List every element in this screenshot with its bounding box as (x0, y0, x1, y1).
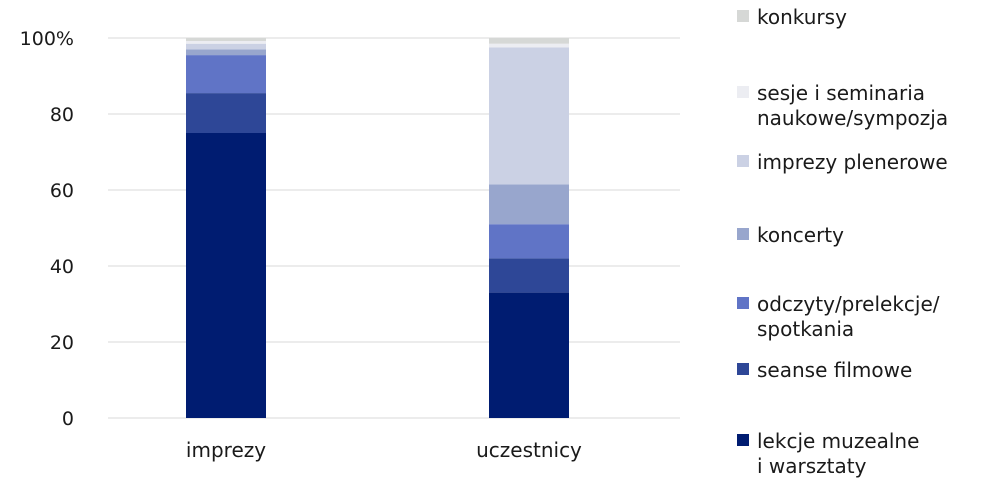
x-axis-categories: imprezy uczestnicy (186, 438, 582, 462)
bar-segment (489, 184, 569, 225)
legend-swatch (737, 434, 749, 446)
y-tick-label: 0 (62, 408, 74, 430)
y-tick-label: 40 (50, 256, 74, 278)
legend-swatch (737, 363, 749, 375)
bar-segment (489, 258, 569, 293)
bar-segment (186, 55, 266, 94)
legend-item: seanse filmowe (737, 358, 912, 382)
legend-label: seanse filmowe (757, 358, 912, 382)
legend-item: konkursy (737, 5, 847, 29)
legend-label: spotkania (757, 317, 854, 341)
legend-label: sesje i seminaria (757, 81, 925, 105)
legend-item: odczyty/prelekcje/spotkania (737, 292, 940, 341)
bar-segment (186, 38, 266, 42)
x-category-label: uczestnicy (476, 438, 582, 462)
legend-label: imprezy plenerowe (757, 150, 948, 174)
bar-segment (489, 38, 569, 44)
bar-segment (489, 224, 569, 259)
legend-label: i warsztaty (757, 454, 867, 478)
y-tick-label: 60 (50, 180, 74, 202)
bar-segment (186, 133, 266, 418)
legend: konkursy sesje i seminarianaukowe/sympozj… (737, 5, 948, 478)
legend-item: koncerty (737, 223, 844, 247)
legend-swatch (737, 10, 749, 22)
y-tick-label: 20 (50, 332, 74, 354)
legend-label: odczyty/prelekcje/ (757, 292, 940, 316)
legend-swatch (737, 155, 749, 167)
legend-label: lekcje muzealne (757, 429, 919, 453)
bar-segment (489, 292, 569, 418)
y-axis-ticks: 0 20 40 60 80 100% (20, 28, 74, 430)
bar-segment (186, 49, 266, 56)
legend-swatch (737, 228, 749, 240)
bar-segment (489, 47, 569, 185)
bar-segment (186, 41, 266, 44)
bar-segment (489, 43, 569, 48)
x-category-label: imprezy (186, 438, 266, 462)
legend-swatch (737, 297, 749, 309)
bars (186, 38, 569, 418)
legend-label: naukowe/sympozja (757, 106, 948, 130)
legend-label: koncerty (757, 223, 844, 247)
legend-label: konkursy (757, 5, 847, 29)
legend-item: imprezy plenerowe (737, 150, 948, 174)
bar-segment (186, 43, 266, 50)
y-tick-label: 100% (20, 28, 74, 50)
y-tick-label: 80 (50, 104, 74, 126)
legend-swatch (737, 86, 749, 98)
bar-segment (186, 93, 266, 133)
